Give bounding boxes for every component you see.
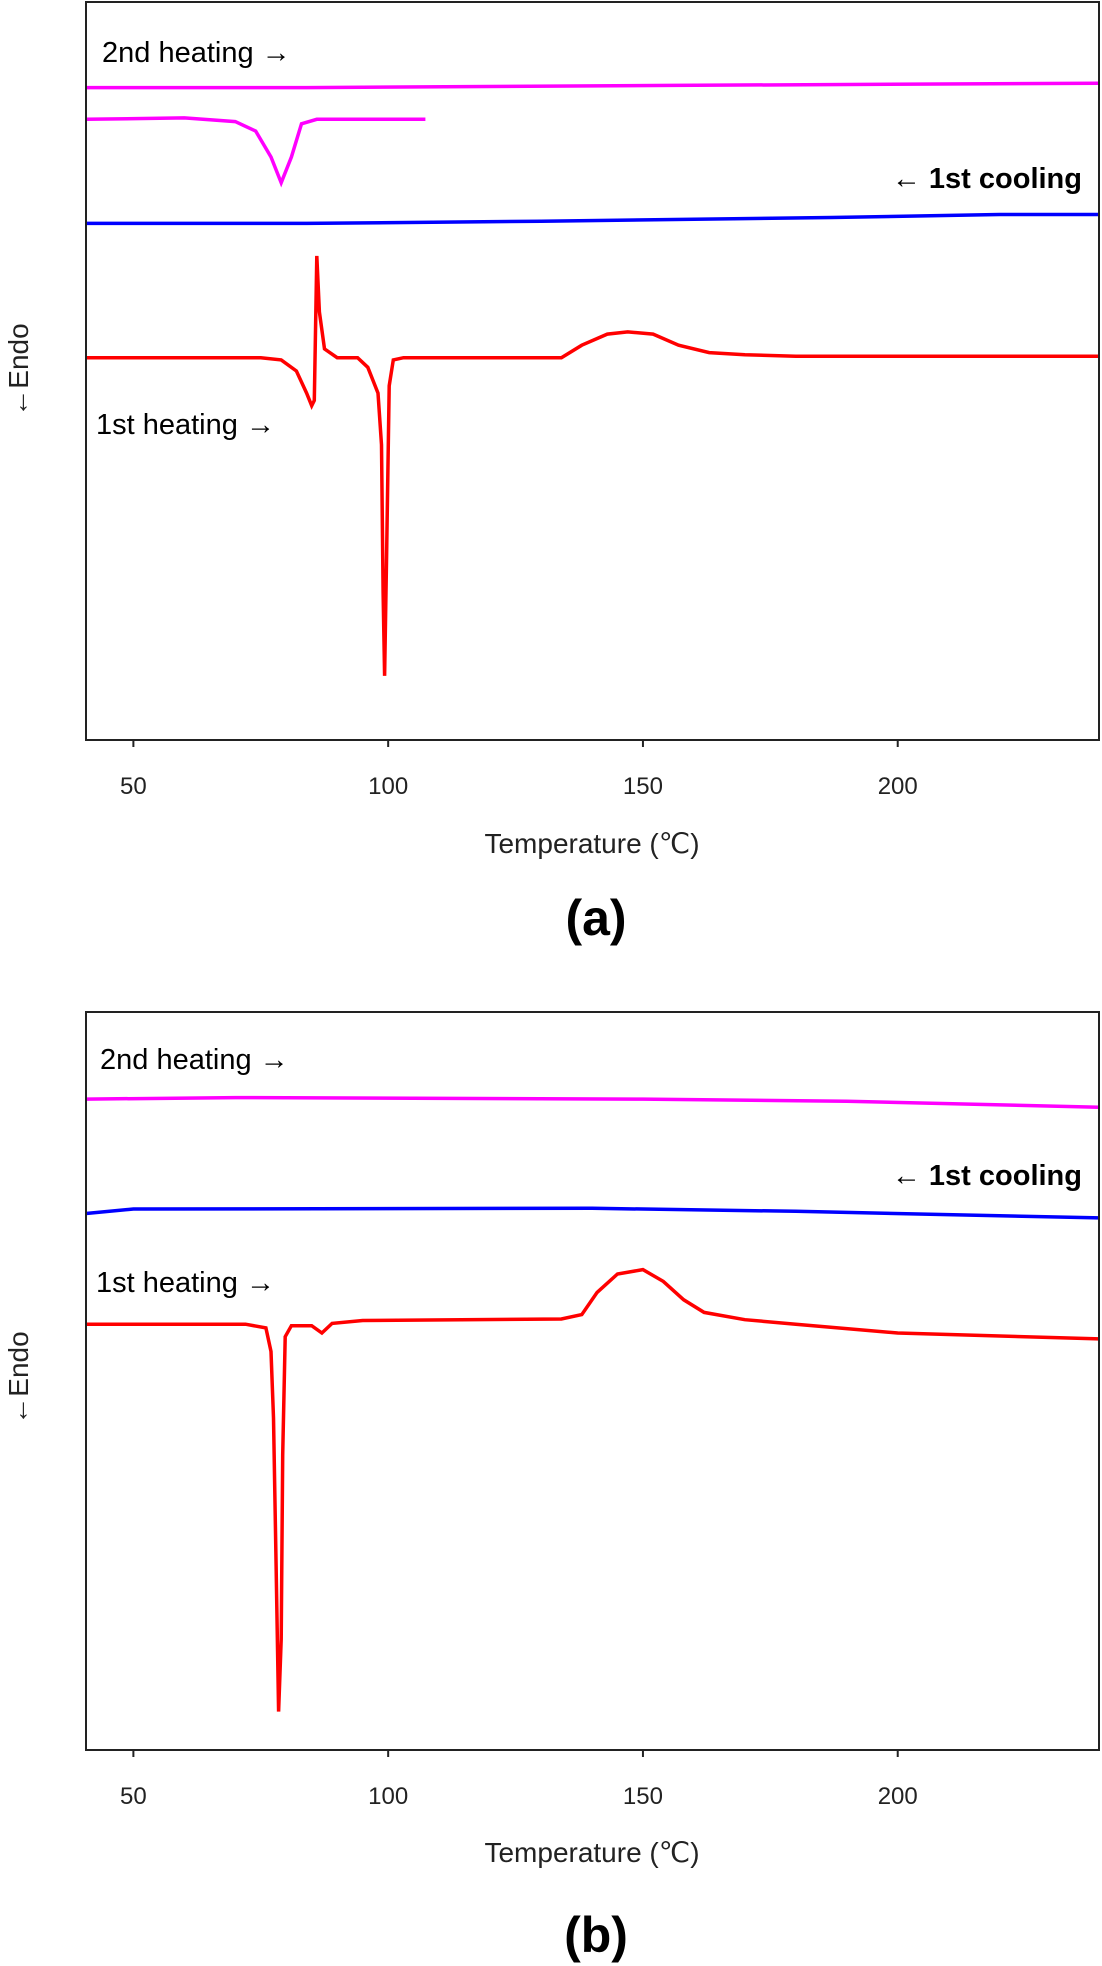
x-axis-label: Temperature (℃): [484, 828, 699, 859]
series-line-2nd-heating: [86, 81, 1100, 90]
panel-label: (b): [564, 1907, 628, 1963]
plot-frame: [85, 1, 1100, 741]
x-tick-label: 200: [878, 773, 918, 800]
x-tick-label: 150: [623, 773, 663, 800]
panel-a: 2nd heating → ← 1st cooling 1st heating …: [3, 1, 1100, 946]
label-1st-cooling: ← 1st cooling: [892, 163, 1082, 195]
x-axis-label: Temperature (℃): [484, 1837, 699, 1868]
label-1st-heating: 1st heating →: [96, 409, 275, 441]
series-line-1st-cooling: [85, 1206, 1100, 1220]
y-axis-label: ←Endo: [3, 323, 34, 416]
panel-label: (a): [565, 890, 626, 946]
series-line-segment-1: [85, 116, 426, 188]
label-1st-heating: 1st heating →: [96, 1267, 275, 1299]
series-line-1st-heating: [86, 1267, 1100, 1712]
series-line-1st-heating: [86, 255, 1099, 676]
x-tick-label: 50: [120, 773, 147, 800]
panel-b: 2nd heating → ← 1st cooling 1st heating …: [3, 1011, 1100, 1963]
x-tick-label: 50: [120, 1783, 147, 1810]
plot-frame: [85, 1011, 1100, 1751]
label-2nd-heating: 2nd heating →: [100, 1044, 289, 1076]
series-line-2nd-heating: [85, 1095, 1100, 1109]
label-2nd-heating: 2nd heating →: [102, 37, 291, 69]
label-1st-cooling: ← 1st cooling: [892, 1160, 1082, 1192]
series-line-1st-cooling: [86, 212, 1099, 226]
x-tick-label: 100: [368, 773, 408, 800]
x-tick-label: 100: [368, 1783, 408, 1810]
y-axis-label: ←Endo: [3, 1331, 34, 1424]
x-tick-label: 150: [623, 1783, 663, 1810]
x-tick-label: 200: [878, 1783, 918, 1810]
